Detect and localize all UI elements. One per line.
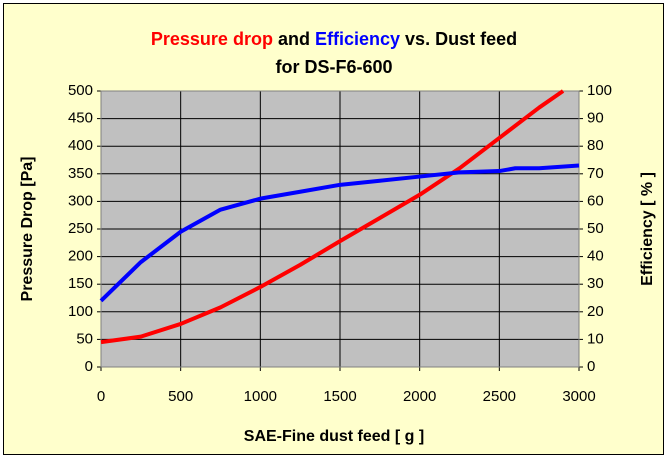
y2-tick-label: 50 xyxy=(587,220,604,237)
x-tick-label: 500 xyxy=(168,388,193,405)
y-axis-title: Pressure Drop [Pa] xyxy=(19,157,36,302)
y-tick-label: 450 xyxy=(68,110,93,127)
plot-border xyxy=(100,90,580,368)
y-tick-label: 200 xyxy=(68,248,93,265)
x-axis-title: SAE-Fine dust feed [ g ] xyxy=(244,428,424,445)
y-tick-label: 350 xyxy=(68,165,93,182)
y2-tick-label: 20 xyxy=(587,303,604,320)
chart-title: Pressure drop and Efficiency vs. Dust fe… xyxy=(151,29,517,49)
y-tick-label: 500 xyxy=(68,82,93,99)
series-line xyxy=(99,163,580,303)
y2-axis-title: Efficiency [ % ] xyxy=(639,172,656,286)
y-tick-label: 100 xyxy=(68,303,93,320)
y2-tick-label: 30 xyxy=(587,275,604,292)
y2-tick-label: 100 xyxy=(587,82,612,99)
y2-tick-label: 70 xyxy=(587,165,604,182)
y2-tick-label: 10 xyxy=(587,330,604,347)
series-line xyxy=(100,89,565,345)
title-part: and xyxy=(278,29,310,49)
y2-tick-label: 0 xyxy=(587,358,595,375)
y-tick-label: 0 xyxy=(85,358,93,375)
y2-tick-label: 90 xyxy=(587,110,604,127)
x-tick-label: 2500 xyxy=(483,388,516,405)
y-tick-label: 250 xyxy=(68,220,93,237)
chart-subtitle: for DS-F6-600 xyxy=(275,57,392,77)
title-part: vs. Dust feed xyxy=(405,29,517,49)
x-tick-label: 2000 xyxy=(403,388,436,405)
y-tick-label: 150 xyxy=(68,275,93,292)
y-tick-label: 50 xyxy=(76,330,93,347)
x-tick-label: 1500 xyxy=(323,388,356,405)
x-tick-label: 3000 xyxy=(562,388,595,405)
y-tick-label: 400 xyxy=(68,137,93,154)
x-tick-label: 0 xyxy=(97,388,105,405)
y2-tick-label: 80 xyxy=(587,137,604,154)
title-part: Efficiency xyxy=(315,29,400,49)
x-tick-label: 1000 xyxy=(244,388,277,405)
y2-tick-label: 60 xyxy=(587,192,604,209)
title-part: Pressure drop xyxy=(151,29,273,49)
y2-tick-label: 40 xyxy=(587,248,604,265)
y-tick-label: 300 xyxy=(68,192,93,209)
